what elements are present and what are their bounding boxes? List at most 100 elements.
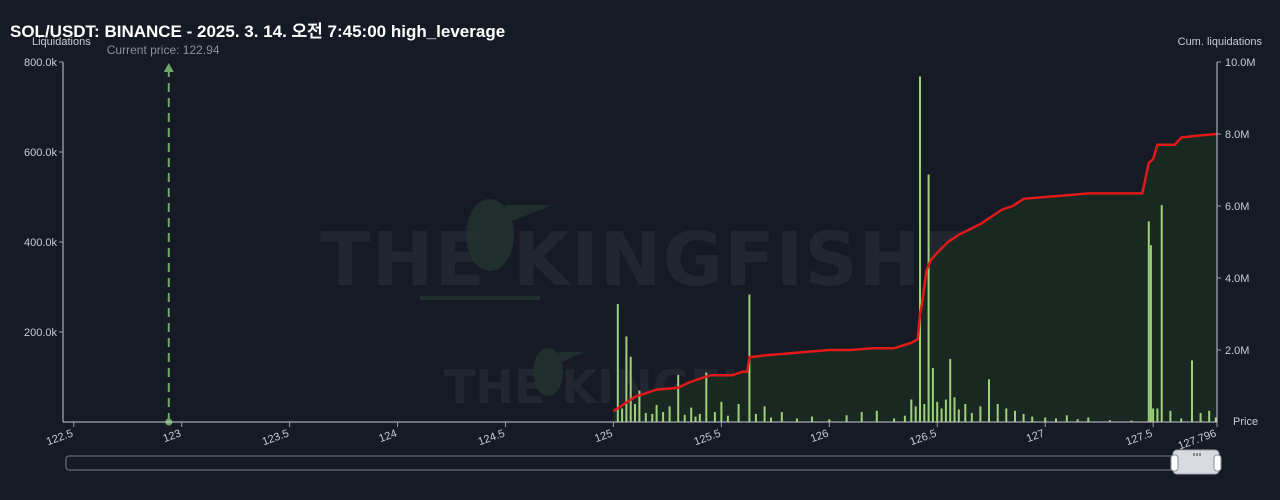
right-tick-label: 10.0M (1225, 57, 1256, 69)
liquidation-bar (875, 410, 878, 423)
liquidation-bar (936, 401, 939, 423)
liquidation-bar (845, 415, 848, 423)
liquidation-bar (860, 412, 863, 422)
left-tick-label: 200.0k (24, 327, 58, 339)
liquidation-bar (720, 401, 723, 423)
x-tick-label: 126.5 (908, 428, 938, 449)
liquidation-bar (1130, 420, 1133, 422)
liquidation-bar (1160, 205, 1163, 422)
left-axis-label: Liquidations (32, 36, 91, 48)
liquidation-bar (940, 408, 943, 422)
x-tick-label: 124 (377, 428, 398, 446)
x-tick-label: 122.5 (45, 428, 75, 449)
liquidation-bar (949, 359, 952, 422)
liquidation-bar (1005, 408, 1008, 422)
liquidation-bar (1076, 419, 1079, 422)
x-tick-label: 125 (593, 428, 614, 446)
x-tick-label: 123.5 (261, 428, 291, 449)
liquidation-bar (754, 413, 757, 422)
liquidation-bar (698, 413, 701, 422)
cumulative-line (612, 132, 1218, 413)
watermark-large-text: THE KINGFISHER (320, 217, 1031, 303)
liquidation-bar (705, 372, 708, 422)
liquidation-bar (964, 404, 967, 422)
liquidation-bar (1031, 416, 1034, 422)
right-tick-label: 2.0M (1225, 345, 1249, 357)
liquidation-bar (795, 418, 798, 422)
left-axis-ticks: 200.0k 400.0k 600.0k 800.0k (24, 57, 63, 339)
liquidation-bar (970, 413, 973, 422)
x-tick-label: 127.796 (1177, 428, 1218, 453)
zoom-handle[interactable] (1172, 449, 1220, 475)
liquidation-bar (690, 407, 693, 422)
zoom-scrollbar[interactable] (65, 449, 1222, 475)
liquidation-bar (953, 397, 956, 423)
x-axis-label: Price (1233, 416, 1258, 428)
liquidation-bar (903, 415, 906, 422)
liquidation-bar (944, 399, 947, 422)
zoom-scrollbar-track[interactable] (65, 455, 1220, 471)
liquidation-bar (1180, 418, 1183, 422)
liquidation-bar (1108, 420, 1111, 422)
liquidation-bar (1152, 408, 1155, 422)
liquidation-bar (713, 412, 716, 422)
cumulative-area (613, 134, 1217, 422)
liquidation-bar (683, 414, 686, 422)
liquidation-bar (662, 412, 665, 422)
x-tick-label: 127.5 (1124, 428, 1154, 449)
current-price-arrow-icon (163, 63, 174, 72)
zoom-handle-right-grip[interactable] (1213, 454, 1222, 472)
x-tick-label: 124.5 (477, 428, 507, 449)
liquidation-bar (1156, 408, 1159, 422)
liquidation-bar (1087, 417, 1090, 422)
liquidation-bar (996, 404, 999, 422)
right-tick-label: 8.0M (1225, 129, 1249, 141)
liquidation-bar (737, 404, 740, 422)
liquidation-bar (1014, 410, 1016, 423)
liquidation-bar (770, 417, 772, 422)
liquidation-bar (1044, 417, 1047, 422)
liquidation-bar (763, 406, 766, 423)
liquidation-bar (914, 406, 917, 423)
left-tick-label: 600.0k (24, 147, 58, 159)
right-axis-ticks: 2.0M 4.0M 6.0M 8.0M 10.0M (1217, 57, 1256, 357)
liquidation-bar (634, 404, 636, 422)
liquidation-bar (694, 416, 697, 422)
liquidation-bar (1208, 410, 1211, 423)
liquidation-bar (931, 368, 934, 422)
liquidation-bar (1147, 221, 1150, 422)
current-price-label: Current price: 122.94 (107, 43, 220, 57)
liquidation-bar (1199, 413, 1202, 422)
right-axis-label: Cum. liquidations (1178, 36, 1263, 48)
liquidation-bar (726, 415, 729, 422)
liquidation-bar (923, 404, 926, 422)
liquidation-bar (616, 304, 619, 422)
liquidation-bar (1169, 410, 1172, 423)
liquidation-bar (629, 356, 632, 423)
right-tick-label: 6.0M (1225, 201, 1249, 213)
liquidation-bar (893, 418, 896, 422)
x-tick-label: 126 (809, 428, 830, 446)
kingfisher-logo-icon (420, 199, 552, 300)
liquidation-bar (910, 399, 913, 422)
left-tick-label: 400.0k (24, 237, 58, 249)
zoom-handle-left-grip[interactable] (1170, 454, 1179, 472)
liquidation-bar (625, 336, 628, 422)
x-tick-label: 125.5 (692, 428, 722, 449)
liquidation-bar (1065, 415, 1068, 423)
x-axis-ticks: 122.5 123 123.5 124 124.5 125 125.5 126 126.5 127… (45, 422, 1218, 452)
right-tick-label: 4.0M (1225, 273, 1249, 285)
liquidation-bar (651, 413, 654, 422)
liquidation-bar (811, 416, 813, 422)
liquidation-bar (780, 412, 783, 422)
liquidation-bar (828, 419, 831, 422)
liquidation-bar (655, 404, 658, 422)
liquidation-bar (644, 413, 647, 422)
kingfisher-logo-small-icon (533, 348, 584, 396)
chart-title: SOL/USDT: BINANCE - 2025. 3. 14. 오전 7:45… (10, 22, 506, 41)
liquidation-bar (919, 76, 921, 423)
liquidation-bar (668, 406, 671, 423)
liquidation-bar (638, 390, 641, 422)
